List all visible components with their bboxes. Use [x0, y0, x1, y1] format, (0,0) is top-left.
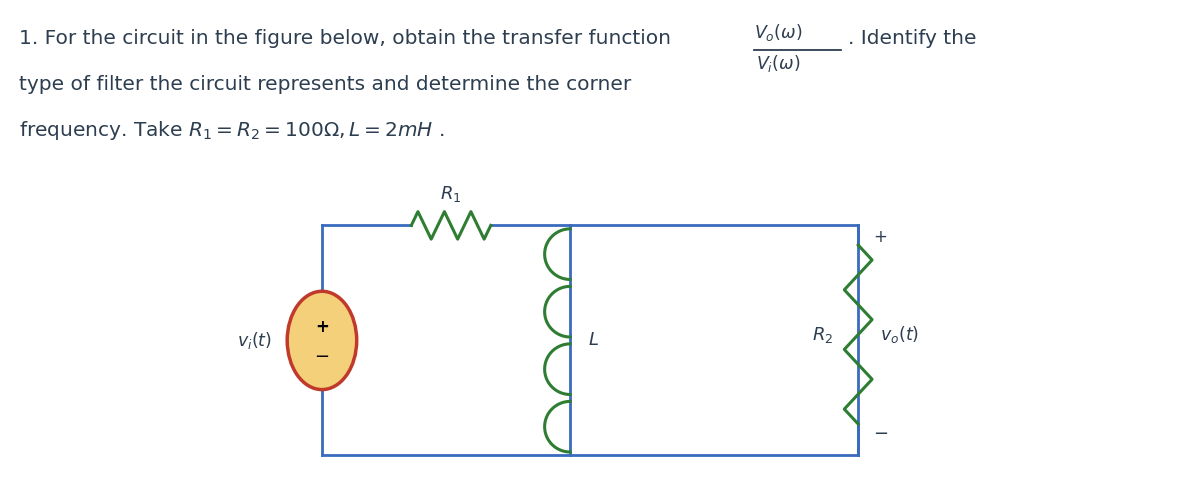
Text: $V_i(\omega)$: $V_i(\omega)$ — [756, 53, 800, 75]
Text: $v_i(t)$: $v_i(t)$ — [238, 330, 272, 351]
Text: $v_o(t)$: $v_o(t)$ — [880, 324, 919, 345]
Text: +: + — [874, 228, 887, 246]
Text: $R_1$: $R_1$ — [440, 184, 462, 204]
Text: +: + — [316, 318, 329, 335]
Text: $L$: $L$ — [588, 331, 599, 349]
Text: $R_2$: $R_2$ — [812, 325, 833, 344]
Text: frequency. Take $R_1 = R_2 = 100\Omega, L = 2mH$ .: frequency. Take $R_1 = R_2 = 100\Omega, … — [19, 119, 444, 142]
Text: 1. For the circuit in the figure below, obtain the transfer function: 1. For the circuit in the figure below, … — [19, 29, 671, 48]
Text: −: − — [874, 425, 888, 443]
Ellipse shape — [287, 291, 356, 390]
Text: . Identify the: . Identify the — [848, 29, 977, 48]
Text: −: − — [314, 348, 330, 366]
Text: type of filter the circuit represents and determine the corner: type of filter the circuit represents an… — [19, 75, 631, 94]
Text: $V_o(\omega)$: $V_o(\omega)$ — [754, 22, 803, 43]
